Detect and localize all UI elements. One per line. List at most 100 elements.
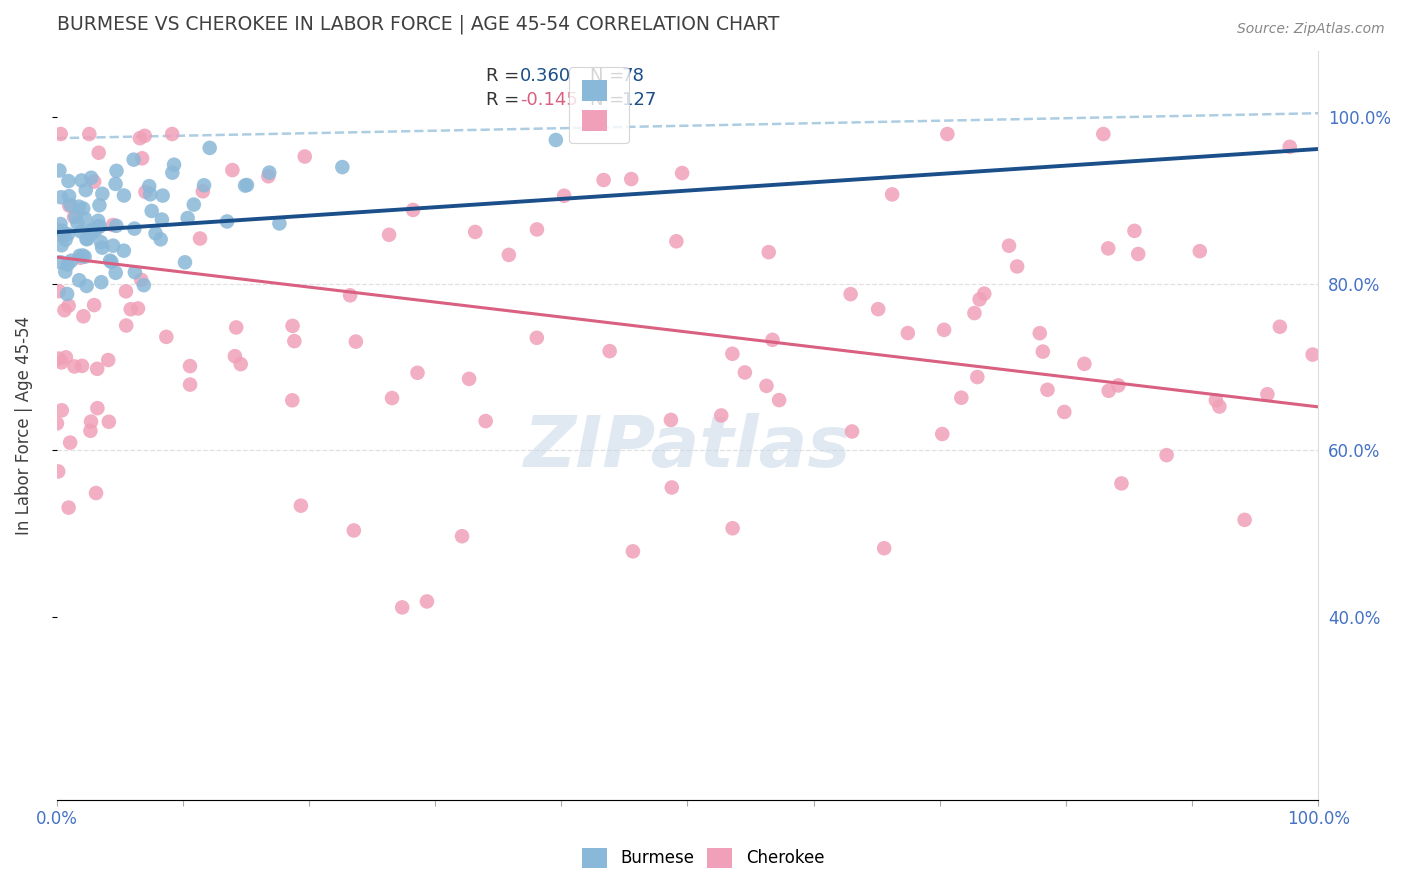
- Point: [160, 127, 183, 141]
- Point: [1278, 140, 1301, 154]
- Point: [56, 227, 79, 242]
- Point: [80, 415, 103, 429]
- Point: [661, 480, 683, 494]
- Point: [391, 600, 413, 615]
- Point: [49, 255, 72, 269]
- Point: [1097, 241, 1119, 255]
- Point: [51, 238, 73, 252]
- Point: [416, 594, 439, 608]
- Point: [283, 334, 305, 348]
- Point: [86, 401, 108, 416]
- Point: [183, 197, 205, 211]
- Point: [131, 151, 153, 165]
- Point: [89, 198, 111, 212]
- Point: [458, 372, 481, 386]
- Point: [290, 499, 312, 513]
- Point: [69, 251, 91, 265]
- Point: [79, 127, 101, 141]
- Point: [1029, 326, 1052, 340]
- Point: [127, 301, 149, 316]
- Point: [72, 310, 94, 324]
- Point: [236, 178, 259, 192]
- Point: [191, 184, 214, 198]
- Point: [451, 529, 474, 543]
- Point: [112, 244, 135, 258]
- Point: [51, 355, 73, 369]
- Point: [84, 486, 107, 500]
- Point: [592, 173, 614, 187]
- Point: [839, 287, 862, 301]
- Point: [90, 235, 112, 250]
- Text: N =: N =: [591, 67, 624, 85]
- Point: [53, 303, 76, 318]
- Point: [112, 188, 135, 202]
- Point: [758, 245, 780, 260]
- Point: [129, 131, 152, 145]
- Point: [48, 284, 70, 298]
- Point: [659, 413, 682, 427]
- Point: [150, 212, 173, 227]
- Point: [710, 409, 733, 423]
- Point: [46, 417, 69, 431]
- Point: [179, 359, 201, 373]
- Point: [115, 285, 138, 299]
- Point: [1188, 244, 1211, 259]
- Text: 78: 78: [621, 67, 645, 85]
- Point: [79, 424, 101, 438]
- Point: [897, 326, 920, 340]
- Point: [1098, 384, 1121, 398]
- Point: [101, 238, 124, 252]
- Text: 0.360: 0.360: [520, 67, 571, 85]
- Point: [621, 544, 644, 558]
- Point: [132, 278, 155, 293]
- Point: [69, 224, 91, 238]
- Text: N =: N =: [591, 91, 624, 109]
- Point: [162, 166, 184, 180]
- Text: Source: ZipAtlas.com: Source: ZipAtlas.com: [1237, 22, 1385, 37]
- Point: [97, 415, 120, 429]
- Point: [76, 232, 98, 246]
- Point: [90, 275, 112, 289]
- Point: [464, 225, 486, 239]
- Point: [139, 187, 162, 202]
- Point: [56, 258, 79, 272]
- Point: [932, 323, 955, 337]
- Point: [1268, 319, 1291, 334]
- Point: [1156, 448, 1178, 462]
- Point: [79, 224, 101, 238]
- Point: [72, 248, 94, 262]
- Text: R =: R =: [485, 91, 519, 109]
- Point: [155, 330, 177, 344]
- Point: [104, 266, 127, 280]
- Point: [281, 318, 304, 333]
- Point: [59, 198, 82, 212]
- Point: [1205, 393, 1227, 408]
- Point: [58, 199, 80, 213]
- Point: [526, 222, 548, 236]
- Point: [998, 238, 1021, 252]
- Point: [89, 219, 111, 234]
- Point: [665, 235, 688, 249]
- Point: [87, 145, 110, 160]
- Point: [1302, 348, 1324, 362]
- Point: [120, 302, 142, 317]
- Point: [873, 541, 896, 556]
- Point: [87, 219, 110, 234]
- Point: [721, 347, 744, 361]
- Point: [131, 273, 153, 287]
- Point: [104, 177, 127, 191]
- Point: [70, 359, 93, 373]
- Point: [134, 185, 156, 199]
- Point: [339, 288, 361, 302]
- Point: [402, 202, 425, 217]
- Point: [51, 224, 73, 238]
- Point: [145, 227, 167, 241]
- Point: [83, 175, 105, 189]
- Point: [179, 377, 201, 392]
- Point: [52, 227, 75, 242]
- Point: [149, 232, 172, 246]
- Point: [229, 357, 252, 371]
- Point: [55, 233, 77, 247]
- Point: [1036, 383, 1059, 397]
- Point: [973, 286, 995, 301]
